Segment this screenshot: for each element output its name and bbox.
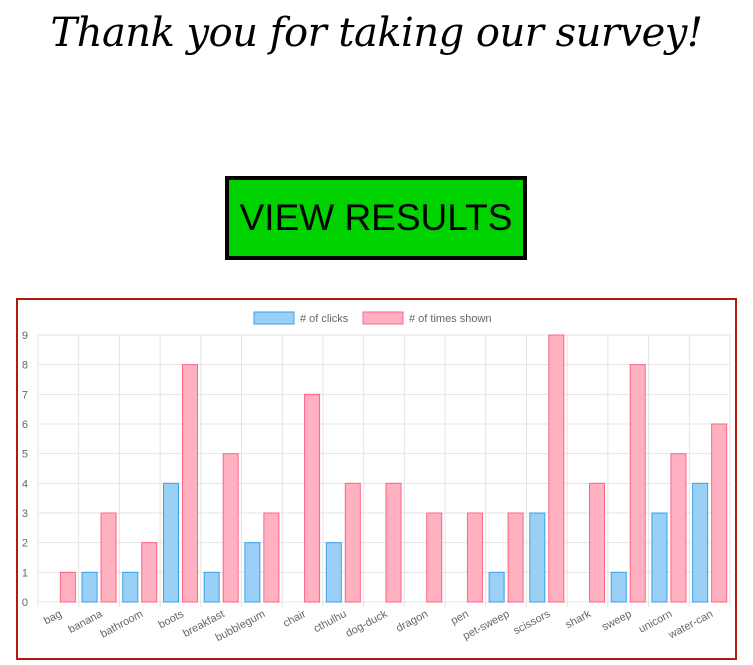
click-bar [81,571,98,603]
y-tick-label: 5 [22,449,28,461]
x-tick-label: dog-duck [344,608,390,640]
shown-bar [304,393,321,603]
y-tick-label: 6 [22,419,28,431]
x-tick-label: scissors [512,608,553,637]
shown-bar [141,542,158,603]
legend-swatch [362,311,404,325]
shown-bar [222,453,239,603]
y-tick-label: 4 [22,478,28,490]
x-tick-label: shark [564,608,594,631]
shown-bar [589,482,606,603]
page-heading: Thank you for taking our survey! [50,10,703,56]
y-tick-label: 3 [22,508,28,520]
x-tick-label: chair [281,608,308,630]
shown-bar [629,364,646,603]
y-tick-label: 9 [22,330,28,342]
shown-bar [181,364,198,603]
shown-bar [507,512,524,603]
click-bar [162,482,179,603]
y-tick-label: 0 [22,597,28,609]
legend-swatch [253,311,295,325]
click-bar [529,512,546,603]
y-tick-label: 8 [22,360,28,372]
results-chart: 0 1 2 3 4 5 6 7 8 9 bag banana bathroom boots breakfas… [16,298,737,660]
y-tick-label: 1 [22,567,28,579]
x-tick-label: water-can [666,608,715,642]
click-bar [651,512,668,603]
x-tick-label: pet-sweep [461,608,511,642]
click-bar [692,482,709,603]
click-bar [488,571,505,603]
click-bar [325,542,342,603]
shown-bar [344,482,361,603]
shown-bar [263,512,280,603]
legend-label: # of clicks [300,313,349,325]
click-bar [203,571,220,603]
click-bar [122,571,139,603]
y-tick-label: 2 [22,538,28,550]
shown-bar [426,512,443,603]
click-bar [610,571,627,603]
shown-bar [385,482,402,603]
view-results-button[interactable]: VIEW RESULTS [225,176,527,260]
y-tick-label: 7 [22,389,28,401]
shown-bar [466,512,483,603]
shown-bar [711,423,728,603]
shown-bar [548,334,565,603]
click-bar [244,542,261,603]
shown-bar [100,512,117,603]
x-tick-label: sweep [600,608,634,634]
x-tick-label: pen [449,608,471,627]
shown-bar [670,453,687,603]
x-tick-label: bag [42,608,64,627]
x-tick-label: cthulhu [312,608,349,635]
shown-bar [59,571,76,603]
x-tick-label: dragon [394,608,430,635]
legend-label: # of times shown [409,313,492,325]
x-tick-label: bathroom [98,608,145,640]
